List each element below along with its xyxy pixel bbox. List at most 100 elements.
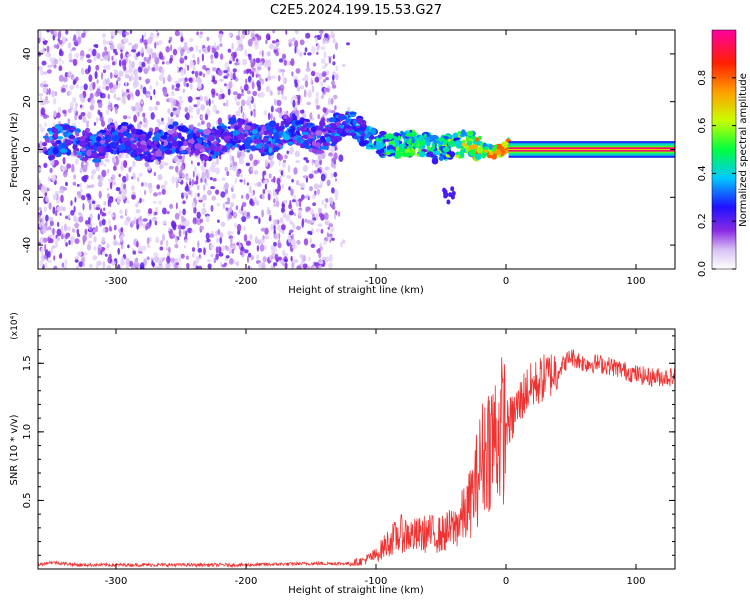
noise-mark — [187, 227, 193, 234]
colorbar-tick-label: 0.2 — [697, 213, 708, 229]
ridge-mark — [119, 144, 127, 151]
noise-mark — [161, 117, 164, 122]
ridge-mark — [386, 133, 394, 140]
noise-mark — [93, 236, 97, 243]
noise-mark — [147, 65, 151, 71]
ridge-mark — [208, 134, 215, 142]
noise-mark — [303, 52, 307, 56]
noise-mark — [209, 177, 213, 181]
noise-mark — [231, 248, 234, 254]
noise-mark — [57, 221, 60, 227]
noise-mark — [61, 60, 65, 64]
noise-mark — [240, 105, 243, 114]
noise-mark — [52, 206, 56, 215]
noise-mark — [44, 206, 47, 213]
noise-mark — [330, 31, 334, 35]
noise-mark — [50, 30, 55, 35]
noise-mark — [65, 30, 69, 35]
noise-mark — [139, 215, 142, 222]
noise-mark — [189, 46, 194, 52]
noise-mark — [272, 176, 276, 183]
noise-mark — [86, 183, 89, 190]
noise-mark — [321, 65, 327, 69]
noise-mark — [138, 60, 142, 66]
noise-mark — [284, 154, 288, 160]
ridge-mark — [295, 120, 300, 126]
noise-mark — [38, 207, 42, 211]
noise-mark — [281, 183, 284, 189]
noise-mark — [310, 77, 313, 86]
noise-mark — [121, 30, 127, 38]
noise-mark — [67, 71, 73, 78]
noise-mark — [241, 150, 245, 157]
y-tick-label: 0.5 — [22, 492, 33, 508]
noise-mark — [251, 36, 256, 41]
ridge-mark — [238, 145, 244, 151]
noise-mark — [127, 115, 131, 120]
noise-mark — [309, 208, 314, 215]
noise-mark — [167, 108, 171, 114]
ridge-mark — [419, 144, 423, 150]
noise-mark — [166, 247, 169, 251]
noise-mark — [189, 61, 194, 68]
noise-mark — [106, 64, 111, 71]
ridge-mark — [194, 143, 203, 150]
noise-mark — [82, 164, 88, 173]
noise-mark — [328, 97, 331, 106]
noise-mark — [170, 257, 176, 263]
noise-mark — [162, 207, 167, 215]
ridge-mark — [57, 126, 63, 131]
ridge-mark — [326, 136, 331, 143]
noise-mark — [105, 85, 110, 91]
noise-mark — [305, 159, 310, 163]
noise-mark — [218, 252, 224, 257]
x-tick-label: -300 — [105, 576, 128, 587]
ridge-mark — [379, 131, 387, 135]
noise-mark — [230, 237, 233, 244]
noise-mark — [38, 178, 41, 186]
ridge-mark — [460, 151, 465, 159]
noise-mark — [39, 83, 45, 88]
noise-mark — [311, 169, 315, 175]
noise-mark — [159, 120, 165, 126]
noise-mark — [316, 44, 321, 50]
noise-mark — [196, 211, 201, 219]
noise-mark — [131, 176, 134, 180]
noise-mark — [62, 157, 66, 165]
noise-mark — [120, 259, 125, 266]
noise-mark — [49, 238, 54, 244]
noise-mark — [185, 230, 188, 238]
ridge-mark — [426, 151, 434, 158]
noise-mark — [182, 200, 186, 204]
noise-mark — [149, 85, 153, 90]
noise-mark — [131, 49, 136, 53]
ridge-mark — [370, 128, 377, 136]
ridge-mark — [454, 140, 463, 147]
ridge-mark — [460, 142, 468, 147]
noise-mark — [175, 165, 179, 173]
ridge-mark — [311, 148, 320, 154]
noise-mark — [116, 264, 121, 269]
noise-mark — [332, 61, 336, 66]
ridge-mark — [356, 117, 363, 125]
noise-mark — [228, 60, 232, 65]
ridge-mark — [268, 147, 273, 154]
noise-mark — [74, 52, 80, 58]
noise-mark — [41, 215, 45, 224]
noise-mark — [194, 166, 197, 173]
noise-mark — [137, 111, 140, 117]
noise-mark — [261, 50, 264, 58]
snr-x-axis-label: Height of straight line (km) — [288, 585, 424, 596]
noise-mark — [305, 32, 311, 39]
noise-mark — [338, 154, 344, 162]
noise-mark — [240, 99, 246, 107]
noise-mark — [232, 72, 236, 80]
ridge-mark — [276, 122, 280, 127]
noise-mark — [228, 81, 233, 89]
noise-mark — [181, 77, 185, 82]
noise-mark — [244, 49, 248, 57]
noise-mark — [85, 220, 89, 225]
noise-mark — [70, 48, 73, 53]
noise-mark — [268, 70, 271, 77]
noise-mark — [227, 198, 231, 205]
